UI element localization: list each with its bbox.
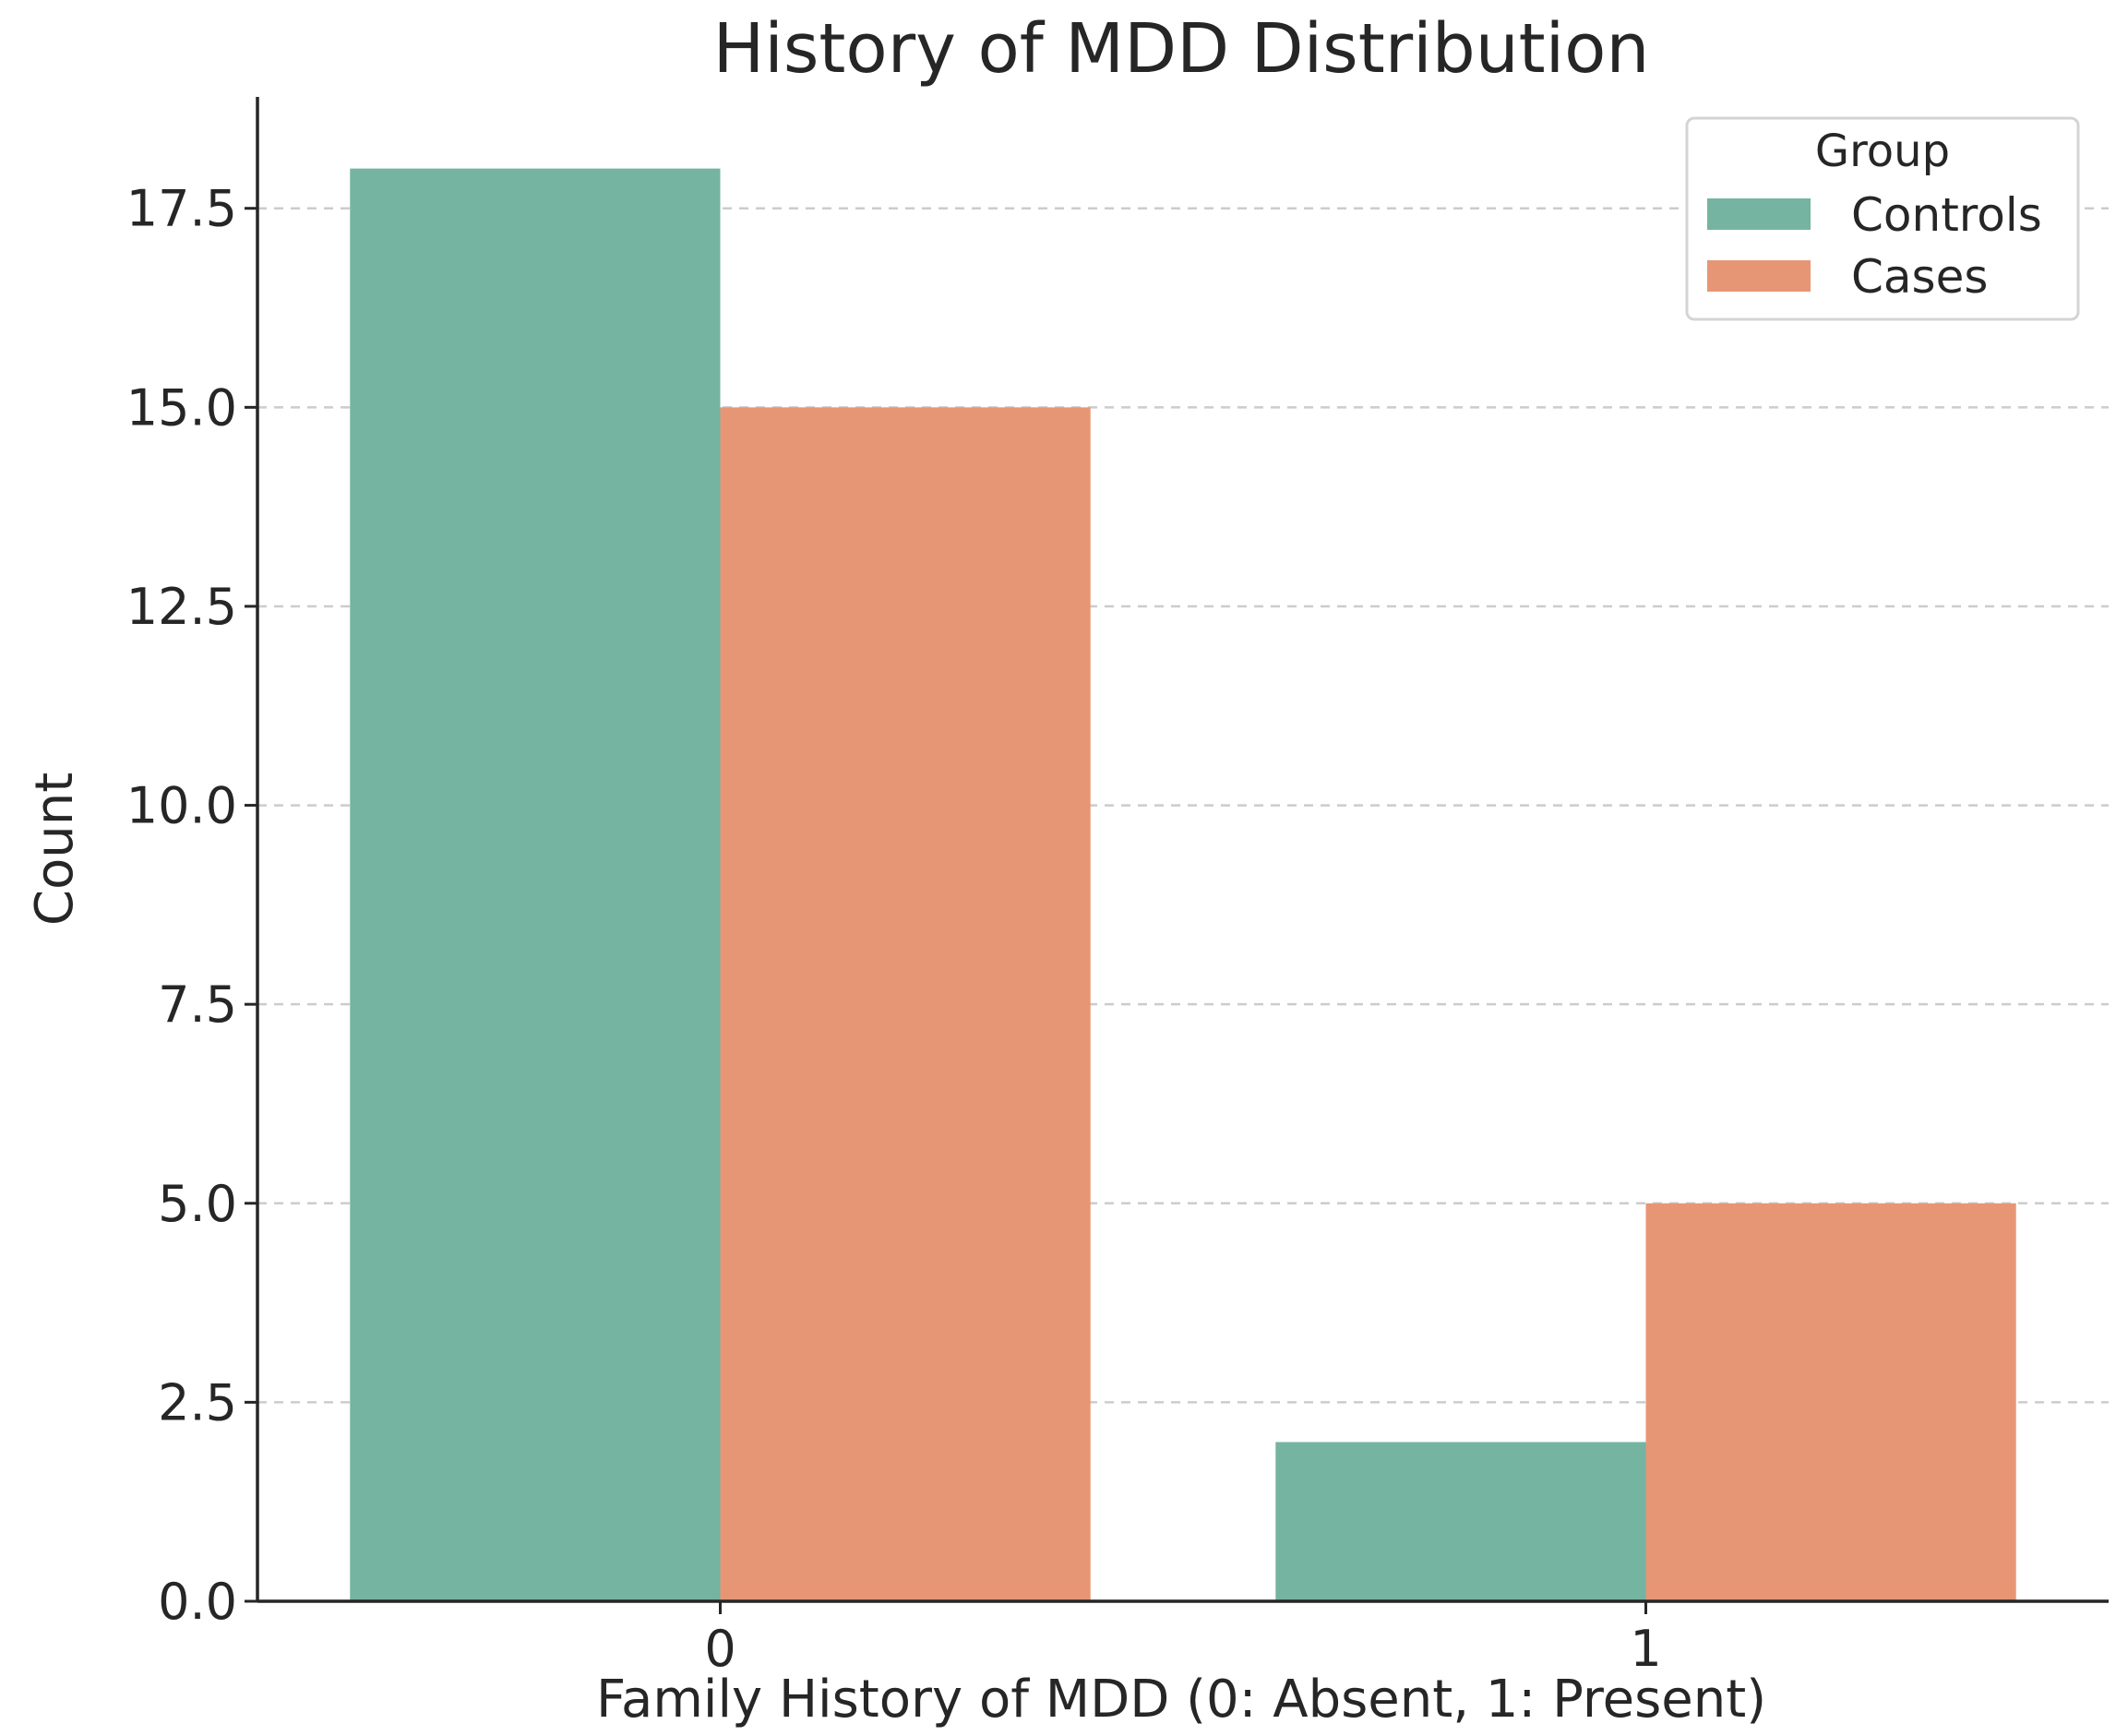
x-tick-label: 1 <box>1630 1620 1661 1678</box>
y-tick-label: 2.5 <box>158 1373 237 1431</box>
y-tick-label: 5.0 <box>158 1175 237 1233</box>
y-tick-label: 0.0 <box>158 1573 237 1631</box>
bars <box>350 168 2016 1602</box>
y-tick-label: 7.5 <box>158 976 237 1034</box>
y-tick-label: 12.5 <box>126 578 237 636</box>
x-tick-label: 0 <box>704 1620 735 1678</box>
bar-controls-0 <box>350 168 721 1602</box>
x-axis-title: Family History of MDD (0: Absent, 1: Pre… <box>596 1670 1766 1730</box>
y-axis-ticks: 0.0 2.5 5.0 7.5 10.0 12.5 15.0 17.5 <box>126 180 257 1631</box>
y-axis-title: Count <box>25 772 85 926</box>
bar-cases-0 <box>720 407 1091 1601</box>
axes <box>256 97 2109 1603</box>
y-tick-label: 10.0 <box>126 777 237 835</box>
y-tick-label: 17.5 <box>126 180 237 238</box>
legend-title: Group <box>1815 126 1950 177</box>
chart-title: History of MDD Distribution <box>713 9 1650 89</box>
legend-label-controls: Controls <box>1851 188 2042 242</box>
legend-label-cases: Cases <box>1851 250 1988 304</box>
legend: Group Controls Cases <box>1685 116 2080 321</box>
legend-swatch-cases <box>1707 260 1811 292</box>
bar-controls-1 <box>1275 1442 1646 1601</box>
y-tick-label: 15.0 <box>126 378 237 437</box>
legend-swatch-controls <box>1707 198 1811 230</box>
bar-cases-1 <box>1645 1203 2016 1601</box>
